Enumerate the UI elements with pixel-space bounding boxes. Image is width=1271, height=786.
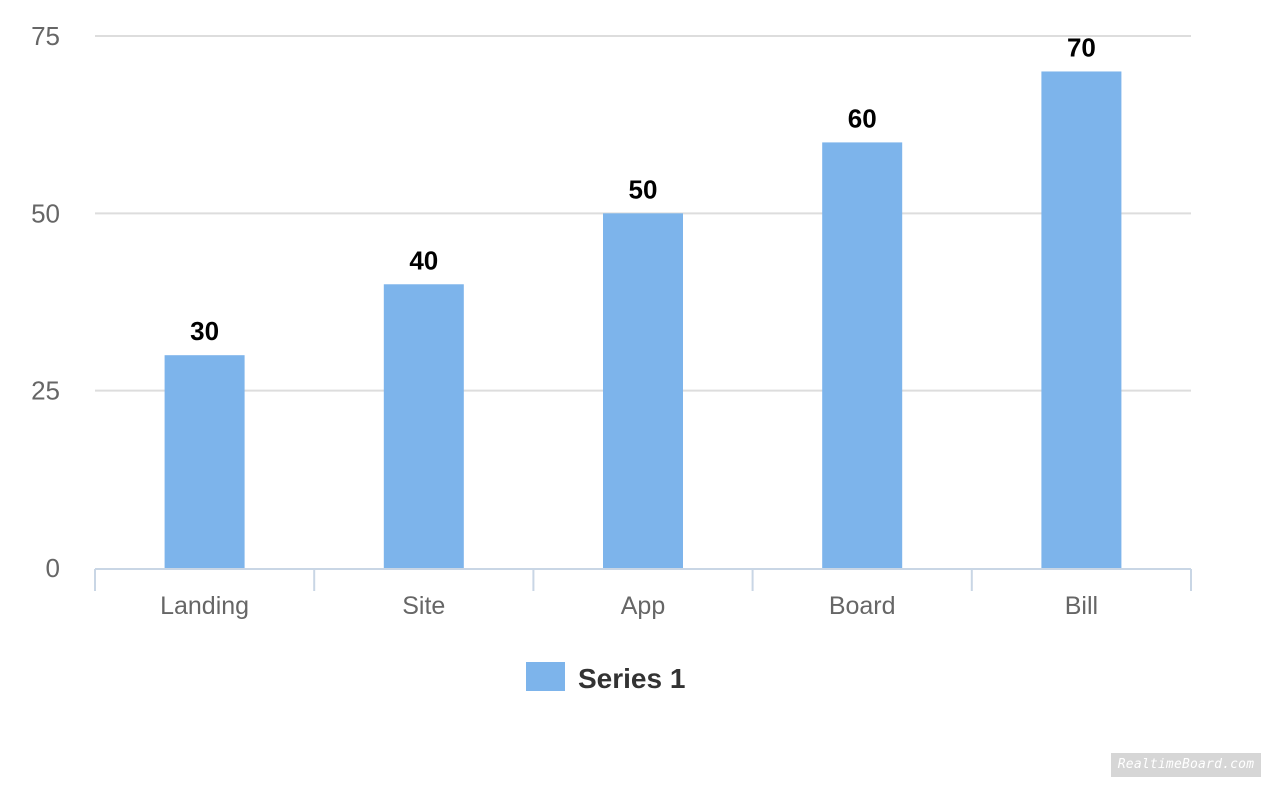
bar (603, 213, 683, 569)
data-label: 60 (848, 103, 877, 133)
bar (164, 355, 245, 568)
data-labels: 30 40 50 60 70 (190, 32, 1096, 346)
x-axis-labels: Landing Site App Board Bill (160, 592, 1098, 620)
bar (822, 142, 903, 568)
x-tick-label: Board (829, 592, 896, 620)
y-tick-label: 25 (31, 376, 60, 406)
data-label: 30 (190, 316, 219, 346)
bars (164, 71, 1122, 569)
y-tick-label: 75 (31, 21, 60, 51)
bar (383, 284, 464, 568)
legend-label[interactable]: Series 1 (578, 663, 685, 694)
watermark-logo: RealtimeBoard.com (1111, 753, 1261, 777)
data-label: 50 (629, 174, 658, 204)
legend[interactable]: Series 1 (526, 662, 685, 694)
data-label: 70 (1067, 32, 1096, 62)
y-tick-label: 0 (46, 553, 60, 583)
x-tick-label: Bill (1065, 592, 1098, 620)
y-axis-ticks: 0 25 50 75 (31, 21, 60, 583)
y-tick-label: 50 (31, 198, 60, 228)
x-tick-label: Site (402, 592, 445, 620)
x-tick-label: Landing (160, 592, 249, 620)
legend-swatch[interactable] (526, 662, 565, 691)
bar (1041, 71, 1122, 568)
x-tick-label: App (621, 592, 665, 620)
data-label: 40 (409, 245, 438, 275)
x-axis (94, 568, 1192, 591)
